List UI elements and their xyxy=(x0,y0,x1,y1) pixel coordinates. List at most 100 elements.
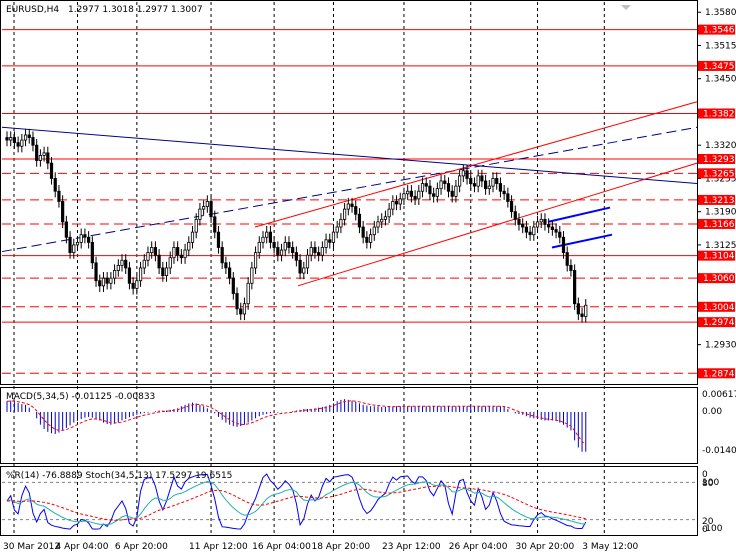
candle-body xyxy=(394,201,399,205)
candle-body xyxy=(242,303,247,315)
level-tag xyxy=(698,317,735,328)
candle-body xyxy=(16,142,20,147)
price-axis: 1.3580 1.3515 1.3450 1.3320 1.3255 1.3190 1.31… xyxy=(697,8,736,379)
price-pane-frame xyxy=(0,0,698,385)
candle-body xyxy=(239,308,243,315)
date-tick-label: 30 Apr 20:00 xyxy=(516,542,575,552)
candle-body xyxy=(398,198,402,205)
candle-body xyxy=(231,277,235,294)
candle-body xyxy=(554,229,558,233)
candle-body xyxy=(124,259,128,269)
date-tick-label: 4 Apr 04:00 xyxy=(55,542,108,552)
candle-body xyxy=(376,221,380,228)
candle-body xyxy=(202,206,206,210)
candle-body xyxy=(150,247,154,253)
osc-scale-top-a: 0 xyxy=(702,470,708,480)
level-tag-label: 1.3546 xyxy=(703,26,735,36)
candle-body xyxy=(294,252,298,261)
level-tag-label: 1.3004 xyxy=(703,303,735,313)
candle-body xyxy=(420,183,425,192)
candle-body xyxy=(521,224,525,228)
candle-body xyxy=(109,277,113,284)
level-tag xyxy=(698,368,735,379)
level-tag-label: 1.3213 xyxy=(703,196,735,206)
long-downtrend-line xyxy=(1,126,698,185)
chart-shift-marker[interactable] xyxy=(621,5,631,10)
candle-body xyxy=(142,259,146,269)
candle-body xyxy=(465,170,469,179)
candle-body xyxy=(216,231,221,248)
candle-body xyxy=(524,226,529,233)
candle-body xyxy=(287,241,291,248)
candle-body xyxy=(346,203,350,210)
osc-scale-top-b: 100 xyxy=(702,478,719,488)
level-tag xyxy=(698,108,735,119)
candle-body xyxy=(276,247,280,256)
candle-body xyxy=(380,218,384,223)
candle-body xyxy=(561,236,566,253)
candle-body xyxy=(46,152,50,164)
level-tag-label: 1.2974 xyxy=(703,318,735,328)
candle-body xyxy=(357,213,362,228)
candle-body xyxy=(298,259,302,274)
osc-scale-bot-b: 0 xyxy=(702,525,708,535)
candle-body xyxy=(68,236,72,253)
candle-body xyxy=(302,267,306,274)
candle-body xyxy=(558,231,562,238)
candle-body xyxy=(64,221,68,238)
candle-body xyxy=(9,137,13,141)
price-tick-label: 1.3580 xyxy=(705,8,736,18)
candle-body xyxy=(309,247,313,256)
candle-body xyxy=(480,175,484,182)
level-tag-label: 1.3104 xyxy=(703,252,735,262)
level-tag-label: 1.3166 xyxy=(703,220,735,230)
candle-body xyxy=(547,224,551,228)
candle-body xyxy=(190,231,195,243)
macd-label: MACD(5,34,5) -0.01125 -0.00833 xyxy=(6,392,155,402)
candle-body xyxy=(428,185,432,195)
candle-body xyxy=(105,277,109,284)
price-tick-label: 1.3190 xyxy=(705,208,736,218)
macd-scale-zero: 0.00 xyxy=(702,407,722,417)
osc-scale-bot-a: -100 xyxy=(702,524,723,534)
macd-pane-frame xyxy=(0,387,698,464)
candle-body xyxy=(424,183,428,187)
osc-scale-80: 80 xyxy=(702,479,714,489)
candles xyxy=(5,128,588,323)
candle-body xyxy=(584,304,588,317)
date-tick-label: 30 Mar 2012 xyxy=(3,542,60,552)
candle-body xyxy=(261,236,265,243)
candle-body xyxy=(27,134,31,138)
candle-body xyxy=(413,195,417,200)
candle-body xyxy=(350,203,354,207)
stoch-main-line xyxy=(6,481,586,526)
candle-body xyxy=(5,137,9,141)
candle-body xyxy=(535,221,540,228)
candle-body xyxy=(469,178,473,184)
candle-body xyxy=(576,303,580,315)
date-tick-label: 26 Apr 04:00 xyxy=(449,542,508,552)
macd-scale-top: 0.00617 xyxy=(702,390,736,400)
level-tag xyxy=(698,273,735,284)
candle-body xyxy=(98,280,102,287)
price-levels xyxy=(2,29,697,374)
macd-signal-line xyxy=(6,400,587,446)
candle-body xyxy=(291,247,295,253)
candle-body xyxy=(253,252,258,269)
candle-body xyxy=(127,267,132,284)
level-tag-label: 1.2874 xyxy=(703,369,735,379)
candle-body xyxy=(454,185,458,197)
candle-body xyxy=(79,234,83,243)
osc-scale-20: 20 xyxy=(702,517,714,527)
candle-body xyxy=(205,201,209,207)
candle-body xyxy=(246,282,250,305)
level-tag xyxy=(698,24,735,35)
candle-body xyxy=(265,231,269,238)
candle-body xyxy=(502,190,506,195)
macd-histogram xyxy=(6,399,587,452)
candle-body xyxy=(343,208,347,220)
candle-body xyxy=(227,267,232,279)
candle-body xyxy=(495,178,499,184)
